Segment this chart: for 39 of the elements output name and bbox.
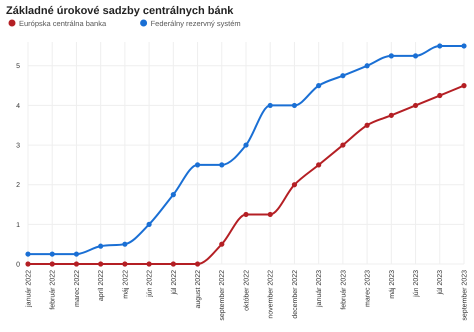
point: [243, 142, 249, 148]
point: [268, 212, 273, 218]
point: [316, 83, 322, 88]
point: [292, 102, 298, 108]
point: [388, 53, 394, 58]
point: [437, 92, 442, 98]
point: [25, 261, 31, 267]
point: [340, 73, 346, 78]
point: [122, 261, 128, 267]
point: [388, 112, 394, 118]
point: [437, 43, 442, 49]
point: [146, 261, 152, 267]
point: [340, 142, 346, 148]
point: [170, 192, 176, 198]
point: [194, 261, 200, 267]
point: [98, 244, 104, 249]
point: [268, 102, 273, 108]
point: [146, 222, 152, 227]
point: [292, 182, 298, 188]
point: [50, 261, 55, 267]
chart-title: Základné úrokové sadzby centrálnych bánk: [6, 5, 234, 17]
point: [364, 63, 370, 68]
point: [219, 162, 224, 168]
point: [364, 122, 370, 128]
point: [219, 242, 224, 247]
point: [412, 102, 418, 108]
point: [74, 251, 80, 257]
point: [74, 261, 80, 267]
point: [412, 53, 418, 58]
point: [243, 212, 249, 218]
point: [122, 242, 128, 247]
point: [461, 43, 467, 49]
point: [316, 162, 322, 168]
point: [98, 261, 104, 267]
point: [25, 251, 31, 257]
point: [50, 251, 55, 257]
point: [461, 83, 467, 88]
point: [194, 162, 200, 168]
point: [170, 261, 176, 267]
